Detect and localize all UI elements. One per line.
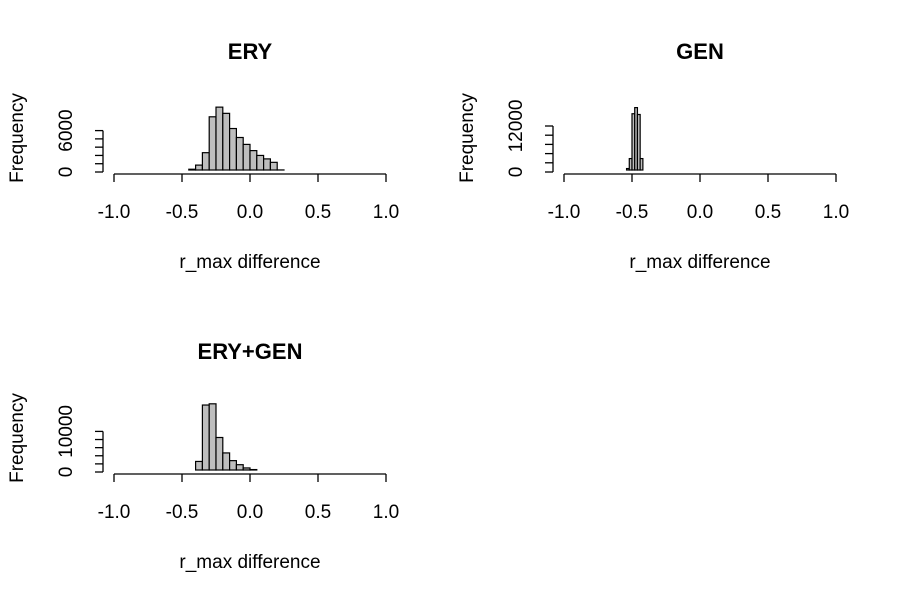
x-axis-label: r_max difference	[629, 252, 770, 273]
histogram-bar-10	[242, 143, 251, 171]
x-axis-label: r_max difference	[179, 252, 320, 273]
y-tick-label-1: 0	[56, 467, 77, 478]
histogram-bar-7	[229, 460, 238, 471]
y-tick-label-2: 12000	[506, 100, 527, 153]
x-tick-label-2: -0.5	[616, 202, 649, 223]
x-tick-label-5: 1.0	[373, 202, 399, 223]
x-tick-label-4: 0.5	[755, 202, 781, 223]
x-tick-label-3: 0.0	[237, 502, 263, 523]
histogram-bar-6	[222, 452, 231, 471]
x-tick-label-1: -1.0	[98, 202, 131, 223]
y-tick-label-1: 0	[56, 167, 77, 178]
histogram-bar-7	[222, 112, 231, 171]
x-tick-label-3: 0.0	[237, 202, 263, 223]
x-tick-label-4: 0.5	[305, 502, 331, 523]
y-tick-label-1: 0	[506, 167, 527, 178]
y-tick-label-2: 6000	[56, 109, 77, 151]
x-axis-label: r_max difference	[179, 552, 320, 573]
x-tick-label-2: -0.5	[166, 202, 199, 223]
histogram-bar-6	[215, 106, 224, 171]
histogram-bar-9	[235, 136, 244, 171]
histogram-panel-2: GEN -1.0 -0.5 0.0 0.5 1.0 r_max difference 0 120…	[457, 39, 849, 273]
x-tick-label-4: 0.5	[305, 202, 331, 223]
chart-title: ERY+GEN	[198, 339, 303, 364]
x-tick-label-5: 1.0	[823, 202, 849, 223]
histogram-bar-5	[215, 436, 224, 471]
x-tick-label-5: 1.0	[373, 502, 399, 523]
chart-title: GEN	[676, 39, 724, 64]
y-axis-label: Frequency	[457, 93, 478, 183]
histogram-bar-4	[201, 152, 210, 171]
histogram-bar-5	[208, 116, 217, 171]
histogram-bar-9	[242, 467, 251, 471]
histogram-bar-8	[229, 127, 238, 171]
y-axis-label: Frequency	[7, 93, 28, 183]
histogram-bar-8	[235, 464, 244, 471]
histogram-bar-2	[188, 168, 197, 171]
x-tick-label-1: -1.0	[548, 202, 581, 223]
histogram-panel-3: ERY+GEN -1.0 -0.5 0.0 0.5 1.0 r_max difference…	[7, 339, 399, 573]
histogram-panel-1: ERY -1.0 -0.5 0.0 0.5 1.0 r_max difference 0 600…	[7, 39, 399, 273]
histogram-bar-13	[263, 158, 272, 171]
x-tick-label-1: -1.0	[98, 502, 131, 523]
histogram-bar-2	[195, 460, 204, 471]
histogram-bar-12	[256, 154, 265, 171]
chart-title: ERY	[228, 39, 273, 64]
histogram-bar-3	[195, 164, 204, 171]
histogram-bar-3	[201, 404, 210, 471]
y-tick-label-2: 10000	[56, 405, 77, 458]
x-tick-label-2: -0.5	[166, 502, 199, 523]
histogram-bar-11	[249, 150, 258, 171]
histogram-bar-7	[639, 157, 644, 171]
histogram-bar-6	[636, 113, 641, 171]
histogram-bar-4	[208, 403, 217, 471]
x-tick-label-3: 0.0	[687, 202, 713, 223]
y-axis-label: Frequency	[7, 393, 28, 483]
histogram-bar-14	[269, 161, 278, 171]
